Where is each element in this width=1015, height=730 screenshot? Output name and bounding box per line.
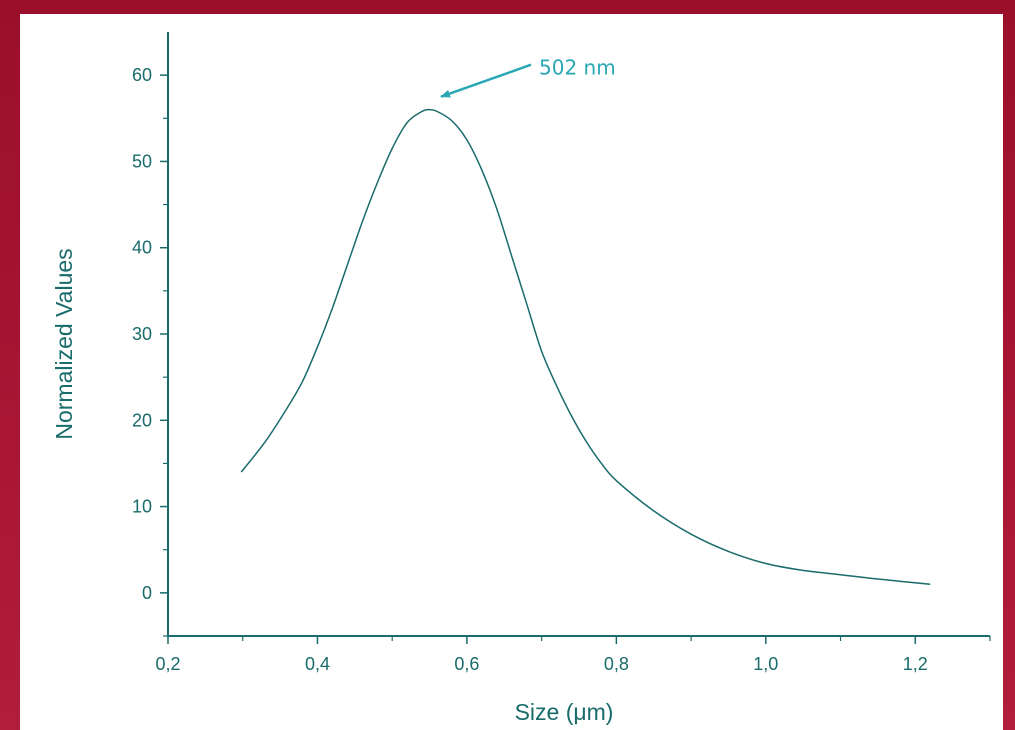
x-tick-label: 0,6: [454, 654, 479, 674]
x-tick-label: 0,2: [155, 654, 180, 674]
y-tick-label: 50: [132, 151, 152, 171]
y-tick-label: 10: [132, 497, 152, 517]
x-tick-label: 1,2: [903, 654, 928, 674]
annotation-arrow: [440, 63, 532, 98]
axes: [167, 32, 990, 637]
y-tick-label: 20: [132, 410, 152, 430]
y-tick-label: 40: [132, 238, 152, 258]
x-tick-label: 0,8: [604, 654, 629, 674]
x-axis-title: Size (μm): [515, 699, 614, 725]
y-axis-title: Normalized Values: [51, 248, 77, 439]
y-tick-label: 30: [132, 324, 152, 344]
line-chart: 0,2 0,4 0,6 0,8 1,0 1,2 0 10 20 30 40 50 60 502 nm S…: [51, 32, 991, 725]
series-line: [240, 108, 931, 585]
ticks: 0,2 0,4 0,6 0,8 1,0 1,2 0 10 20 30 40 50 60: [132, 65, 991, 674]
x-tick-label: 0,4: [305, 654, 330, 674]
x-tick-label: 1,0: [753, 654, 778, 674]
y-tick-label: 60: [132, 65, 152, 85]
annotation-label: 502 nm: [539, 56, 616, 80]
y-tick-label: 0: [142, 583, 152, 603]
chart-panel: 0,2 0,4 0,6 0,8 1,0 1,2 0 10 20 30 40 50 60 502 nm S…: [20, 14, 1003, 730]
